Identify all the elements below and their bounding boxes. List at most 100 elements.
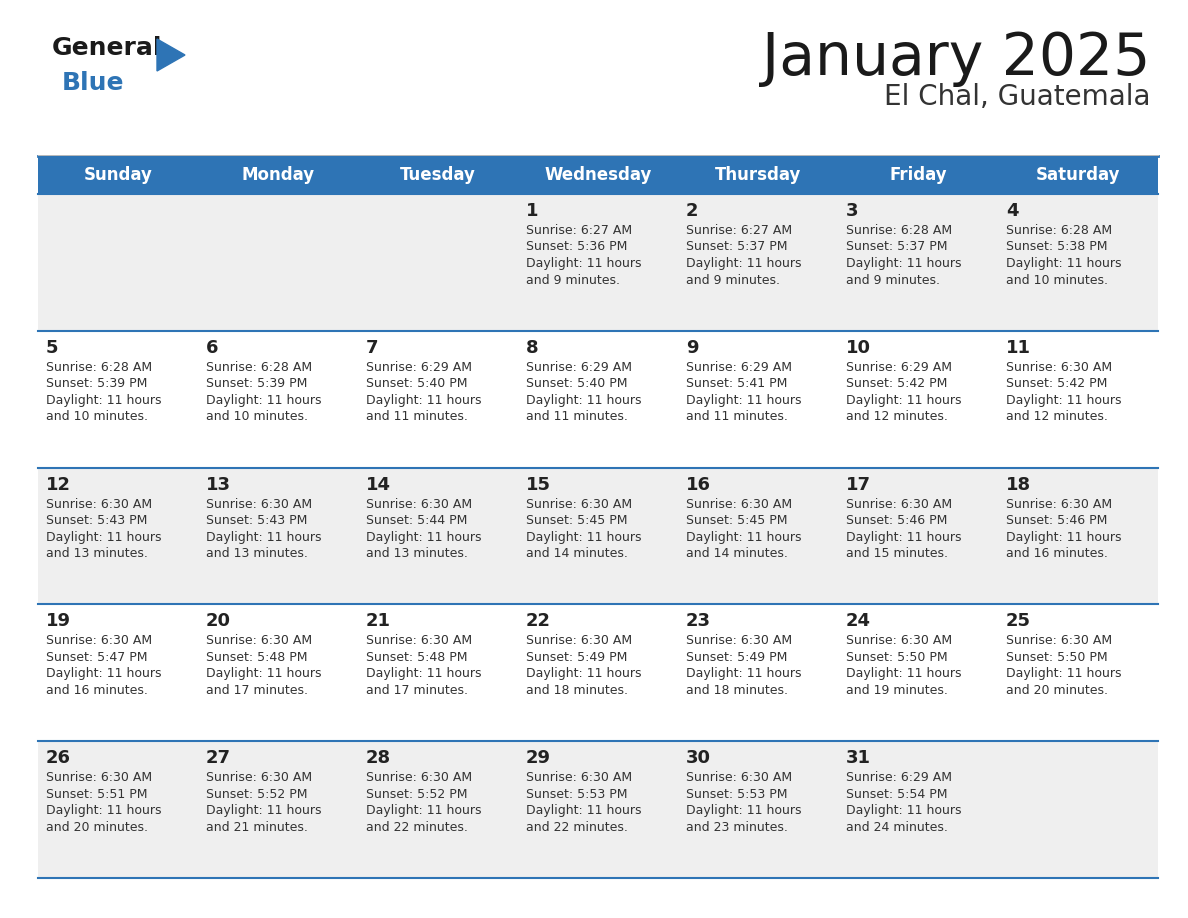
Text: Daylight: 11 hours: Daylight: 11 hours <box>526 394 642 407</box>
Text: and 11 minutes.: and 11 minutes. <box>685 410 788 423</box>
Text: Daylight: 11 hours: Daylight: 11 hours <box>526 531 642 543</box>
Text: Wednesday: Wednesday <box>544 166 652 184</box>
Text: and 14 minutes.: and 14 minutes. <box>685 547 788 560</box>
Text: and 10 minutes.: and 10 minutes. <box>46 410 148 423</box>
Text: 28: 28 <box>366 749 391 767</box>
Text: and 14 minutes.: and 14 minutes. <box>526 547 628 560</box>
Text: Thursday: Thursday <box>715 166 801 184</box>
Text: Sunrise: 6:28 AM: Sunrise: 6:28 AM <box>46 361 152 374</box>
Text: 16: 16 <box>685 476 710 494</box>
Text: and 9 minutes.: and 9 minutes. <box>685 274 781 286</box>
Text: Sunset: 5:52 PM: Sunset: 5:52 PM <box>206 788 308 800</box>
Text: Daylight: 11 hours: Daylight: 11 hours <box>1006 394 1121 407</box>
Bar <box>38 194 1158 330</box>
Text: Daylight: 11 hours: Daylight: 11 hours <box>526 804 642 817</box>
Text: 7: 7 <box>366 339 379 357</box>
Text: and 22 minutes.: and 22 minutes. <box>366 821 468 834</box>
Text: Sunset: 5:37 PM: Sunset: 5:37 PM <box>685 241 788 253</box>
Text: and 9 minutes.: and 9 minutes. <box>846 274 940 286</box>
Text: 3: 3 <box>846 202 859 220</box>
Text: and 19 minutes.: and 19 minutes. <box>846 684 948 697</box>
Text: Sunset: 5:49 PM: Sunset: 5:49 PM <box>685 651 788 664</box>
Polygon shape <box>157 39 185 71</box>
Text: and 11 minutes.: and 11 minutes. <box>526 410 628 423</box>
Text: Sunrise: 6:29 AM: Sunrise: 6:29 AM <box>366 361 472 374</box>
Text: Sunrise: 6:30 AM: Sunrise: 6:30 AM <box>366 634 472 647</box>
Text: 8: 8 <box>526 339 538 357</box>
Text: Daylight: 11 hours: Daylight: 11 hours <box>846 257 961 270</box>
Text: Daylight: 11 hours: Daylight: 11 hours <box>685 394 802 407</box>
Text: Sunrise: 6:30 AM: Sunrise: 6:30 AM <box>46 771 152 784</box>
Text: Daylight: 11 hours: Daylight: 11 hours <box>526 257 642 270</box>
Text: Friday: Friday <box>889 166 947 184</box>
Text: Saturday: Saturday <box>1036 166 1120 184</box>
Text: Sunrise: 6:30 AM: Sunrise: 6:30 AM <box>206 498 312 510</box>
Text: and 13 minutes.: and 13 minutes. <box>206 547 308 560</box>
Text: Sunset: 5:50 PM: Sunset: 5:50 PM <box>846 651 948 664</box>
Bar <box>518 156 678 194</box>
Text: Tuesday: Tuesday <box>400 166 476 184</box>
Text: Daylight: 11 hours: Daylight: 11 hours <box>685 257 802 270</box>
Bar <box>38 604 1158 741</box>
Text: 26: 26 <box>46 749 71 767</box>
Text: Sunset: 5:39 PM: Sunset: 5:39 PM <box>46 377 147 390</box>
Text: 31: 31 <box>846 749 871 767</box>
Text: 22: 22 <box>526 612 551 631</box>
Text: 1: 1 <box>526 202 538 220</box>
Text: Sunset: 5:43 PM: Sunset: 5:43 PM <box>206 514 308 527</box>
Text: and 15 minutes.: and 15 minutes. <box>846 547 948 560</box>
Text: Sunrise: 6:30 AM: Sunrise: 6:30 AM <box>46 634 152 647</box>
Text: and 12 minutes.: and 12 minutes. <box>1006 410 1108 423</box>
Text: Sunset: 5:51 PM: Sunset: 5:51 PM <box>46 788 147 800</box>
Text: 10: 10 <box>846 339 871 357</box>
Text: and 21 minutes.: and 21 minutes. <box>206 821 308 834</box>
Text: Daylight: 11 hours: Daylight: 11 hours <box>46 667 162 680</box>
Text: Sunrise: 6:29 AM: Sunrise: 6:29 AM <box>526 361 632 374</box>
Text: Sunset: 5:48 PM: Sunset: 5:48 PM <box>206 651 308 664</box>
Text: and 9 minutes.: and 9 minutes. <box>526 274 620 286</box>
Text: Daylight: 11 hours: Daylight: 11 hours <box>1006 667 1121 680</box>
Text: Sunset: 5:52 PM: Sunset: 5:52 PM <box>366 788 468 800</box>
Bar <box>198 156 358 194</box>
Text: Sunset: 5:36 PM: Sunset: 5:36 PM <box>526 241 627 253</box>
Bar <box>38 330 1158 467</box>
Text: 13: 13 <box>206 476 230 494</box>
Text: 4: 4 <box>1006 202 1018 220</box>
Text: Sunrise: 6:30 AM: Sunrise: 6:30 AM <box>526 771 632 784</box>
Text: and 13 minutes.: and 13 minutes. <box>46 547 147 560</box>
Text: General: General <box>52 36 163 60</box>
Bar <box>998 156 1158 194</box>
Text: 24: 24 <box>846 612 871 631</box>
Text: Sunrise: 6:29 AM: Sunrise: 6:29 AM <box>846 361 952 374</box>
Text: Daylight: 11 hours: Daylight: 11 hours <box>366 394 481 407</box>
Text: Daylight: 11 hours: Daylight: 11 hours <box>366 667 481 680</box>
Text: Sunrise: 6:28 AM: Sunrise: 6:28 AM <box>846 224 952 237</box>
Text: Sunset: 5:45 PM: Sunset: 5:45 PM <box>685 514 788 527</box>
Text: Sunrise: 6:30 AM: Sunrise: 6:30 AM <box>206 771 312 784</box>
Text: and 16 minutes.: and 16 minutes. <box>1006 547 1108 560</box>
Text: 30: 30 <box>685 749 710 767</box>
Text: 14: 14 <box>366 476 391 494</box>
Text: 20: 20 <box>206 612 230 631</box>
Text: Sunset: 5:50 PM: Sunset: 5:50 PM <box>1006 651 1107 664</box>
Text: Daylight: 11 hours: Daylight: 11 hours <box>1006 531 1121 543</box>
Text: Sunset: 5:53 PM: Sunset: 5:53 PM <box>685 788 788 800</box>
Text: 25: 25 <box>1006 612 1031 631</box>
Text: Daylight: 11 hours: Daylight: 11 hours <box>206 804 322 817</box>
Text: and 20 minutes.: and 20 minutes. <box>46 821 148 834</box>
Text: Daylight: 11 hours: Daylight: 11 hours <box>846 531 961 543</box>
Bar <box>838 156 998 194</box>
Text: and 20 minutes.: and 20 minutes. <box>1006 684 1108 697</box>
Text: and 17 minutes.: and 17 minutes. <box>206 684 308 697</box>
Text: Daylight: 11 hours: Daylight: 11 hours <box>366 531 481 543</box>
Text: Daylight: 11 hours: Daylight: 11 hours <box>46 804 162 817</box>
Text: Daylight: 11 hours: Daylight: 11 hours <box>206 667 322 680</box>
Text: Sunrise: 6:29 AM: Sunrise: 6:29 AM <box>685 361 792 374</box>
Text: 27: 27 <box>206 749 230 767</box>
Text: Sunrise: 6:30 AM: Sunrise: 6:30 AM <box>685 498 792 510</box>
Text: Sunset: 5:42 PM: Sunset: 5:42 PM <box>1006 377 1107 390</box>
Text: Sunrise: 6:30 AM: Sunrise: 6:30 AM <box>526 498 632 510</box>
Text: 29: 29 <box>526 749 551 767</box>
Text: Sunrise: 6:30 AM: Sunrise: 6:30 AM <box>685 634 792 647</box>
Text: Sunrise: 6:29 AM: Sunrise: 6:29 AM <box>846 771 952 784</box>
